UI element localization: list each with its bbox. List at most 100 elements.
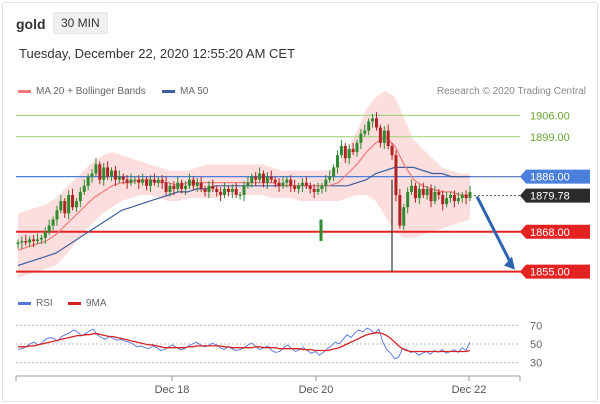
candle-body (273, 179, 277, 183)
candle-body (125, 179, 129, 183)
candle-body (110, 170, 114, 177)
candle-body (145, 179, 149, 186)
candle-body (437, 191, 441, 195)
rsi-tick-30: 30 (530, 358, 542, 370)
candle-body (129, 179, 133, 183)
candle-body (164, 182, 168, 192)
candle-body (63, 201, 67, 214)
candle-body (382, 130, 386, 143)
candle-body (449, 195, 453, 199)
level-label-1906.00: 1906.00 (530, 110, 570, 122)
candle-body (250, 176, 254, 183)
candle-body (94, 164, 98, 174)
legend-9ma: 9MA (68, 298, 107, 309)
candle-body (351, 149, 355, 153)
candle-body (460, 195, 464, 199)
candle-body (269, 176, 273, 180)
candle-body (199, 182, 203, 189)
x-tick-dec-18: Dec 18 (155, 384, 190, 396)
datetime-label: Tuesday, December 22, 2020 12:55:20 AM C… (19, 46, 296, 61)
rsi-tick-50: 50 (530, 339, 542, 351)
candle-body (211, 185, 215, 189)
candle-body (219, 191, 223, 195)
candle-body (324, 179, 328, 186)
legend-ma50-label: MA 50 (180, 86, 209, 97)
candle-body (16, 242, 20, 245)
candle-body (90, 173, 94, 177)
candle-body (51, 219, 55, 226)
candle-body (223, 188, 227, 195)
candle-body (359, 133, 363, 143)
candle-body (398, 195, 402, 226)
candle-body (234, 188, 238, 195)
candle-body (102, 167, 106, 180)
candle-body (203, 188, 207, 192)
x-tick-dec-22: Dec 22 (452, 384, 487, 396)
candle-body (347, 149, 351, 159)
candle-body (67, 195, 71, 214)
last-price-tag (520, 188, 590, 203)
candle-body (261, 173, 265, 183)
last-price-label: 1879.78 (530, 191, 570, 203)
level-label-1868.00: 1868.00 (530, 227, 570, 239)
ma50-swatch (162, 90, 175, 93)
candle-body (74, 201, 78, 208)
timeframe-badge[interactable]: 30 MIN (53, 12, 108, 34)
candle-body (281, 182, 285, 186)
candle-body (277, 182, 281, 186)
candle-body (456, 198, 460, 202)
candle-body (180, 182, 184, 189)
candle-body (312, 188, 316, 192)
candle-body (413, 185, 417, 199)
candle-body (82, 185, 86, 192)
candle-body (106, 167, 110, 177)
candle-body (441, 195, 445, 205)
candle-body (207, 185, 211, 192)
level-tag-1886.00 (520, 169, 590, 184)
candle-body (410, 185, 414, 192)
candle-body (425, 188, 429, 195)
candle-body (55, 210, 59, 220)
candle-body (343, 145, 347, 159)
candle-body (371, 118, 375, 122)
level-tag-1868.00 (520, 224, 590, 239)
candle-body (339, 145, 343, 156)
candle-body (308, 185, 312, 189)
candle-body (406, 191, 410, 208)
candle-body (172, 185, 176, 189)
candle-body (86, 176, 90, 186)
level-label-1855.00: 1855.00 (530, 267, 570, 279)
candle-body (300, 182, 304, 186)
ma20-swatch (18, 90, 31, 93)
candle-body (47, 225, 51, 232)
candle-body (133, 179, 137, 181)
candle-body (421, 188, 425, 195)
candle-body (468, 191, 472, 199)
candle-body (452, 195, 456, 202)
candles-group (16, 112, 472, 249)
symbol-title: gold (16, 16, 46, 32)
candle-body (152, 179, 156, 183)
candle-body (98, 164, 102, 180)
candle-body (265, 176, 269, 183)
candle-body (238, 195, 242, 196)
candle-body (297, 185, 301, 189)
candle-body (195, 182, 199, 186)
level-label-1886.00: 1886.00 (530, 172, 570, 184)
candle-body (320, 185, 324, 189)
candle-body (230, 188, 234, 192)
candle-body (215, 188, 219, 192)
candle-body (363, 130, 367, 134)
candle-body (168, 185, 172, 192)
candle-body (59, 201, 63, 211)
candle-body (121, 176, 125, 180)
candle-body (35, 239, 39, 241)
candle-body (28, 239, 32, 243)
candle-body (32, 239, 36, 241)
rsi-ma-swatch (68, 302, 81, 305)
legend-ma50: MA 50 (162, 86, 208, 97)
candle-body (184, 185, 188, 189)
candle-body (386, 130, 390, 146)
candle-body (417, 188, 421, 199)
